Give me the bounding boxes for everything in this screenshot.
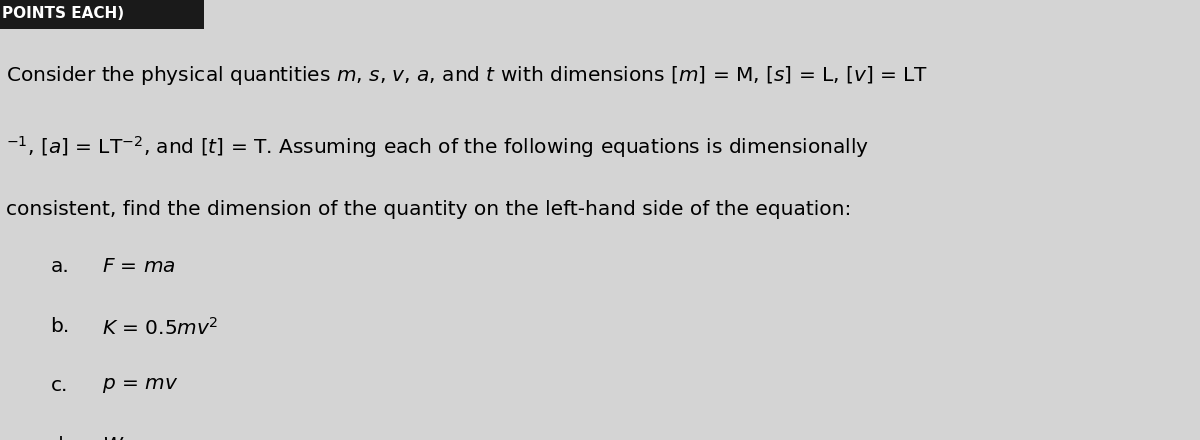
Text: $\it{p}$ = $\it{mv}$: $\it{p}$ = $\it{mv}$ (102, 376, 179, 395)
Text: a.: a. (50, 257, 70, 276)
Text: $\it{F}$ = $\it{ma}$: $\it{F}$ = $\it{ma}$ (102, 257, 176, 276)
Text: $^{-1}$, [$\it{a}$] = LT$^{-2}$, and [$\it{t}$] = T. Assuming each of the follow: $^{-1}$, [$\it{a}$] = LT$^{-2}$, and [$\… (6, 134, 869, 160)
Text: b.: b. (50, 317, 70, 336)
Text: $\it{K}$ = 0.5$\it{mv}$$^{2}$: $\it{K}$ = 0.5$\it{mv}$$^{2}$ (102, 317, 218, 339)
Text: POINTS EACH): POINTS EACH) (2, 6, 125, 21)
FancyBboxPatch shape (0, 0, 204, 29)
Text: Consider the physical quantities $\it{m}$, $\it{s}$, $\it{v}$, $\it{a}$, and $\i: Consider the physical quantities $\it{m}… (6, 64, 929, 87)
Text: c.: c. (50, 376, 67, 395)
Text: consistent, find the dimension of the quantity on the left-hand side of the equa: consistent, find the dimension of the qu… (6, 200, 851, 219)
Text: $\it{W}$ = $\it{mas}$: $\it{W}$ = $\it{mas}$ (102, 436, 196, 440)
Text: d.: d. (50, 436, 70, 440)
